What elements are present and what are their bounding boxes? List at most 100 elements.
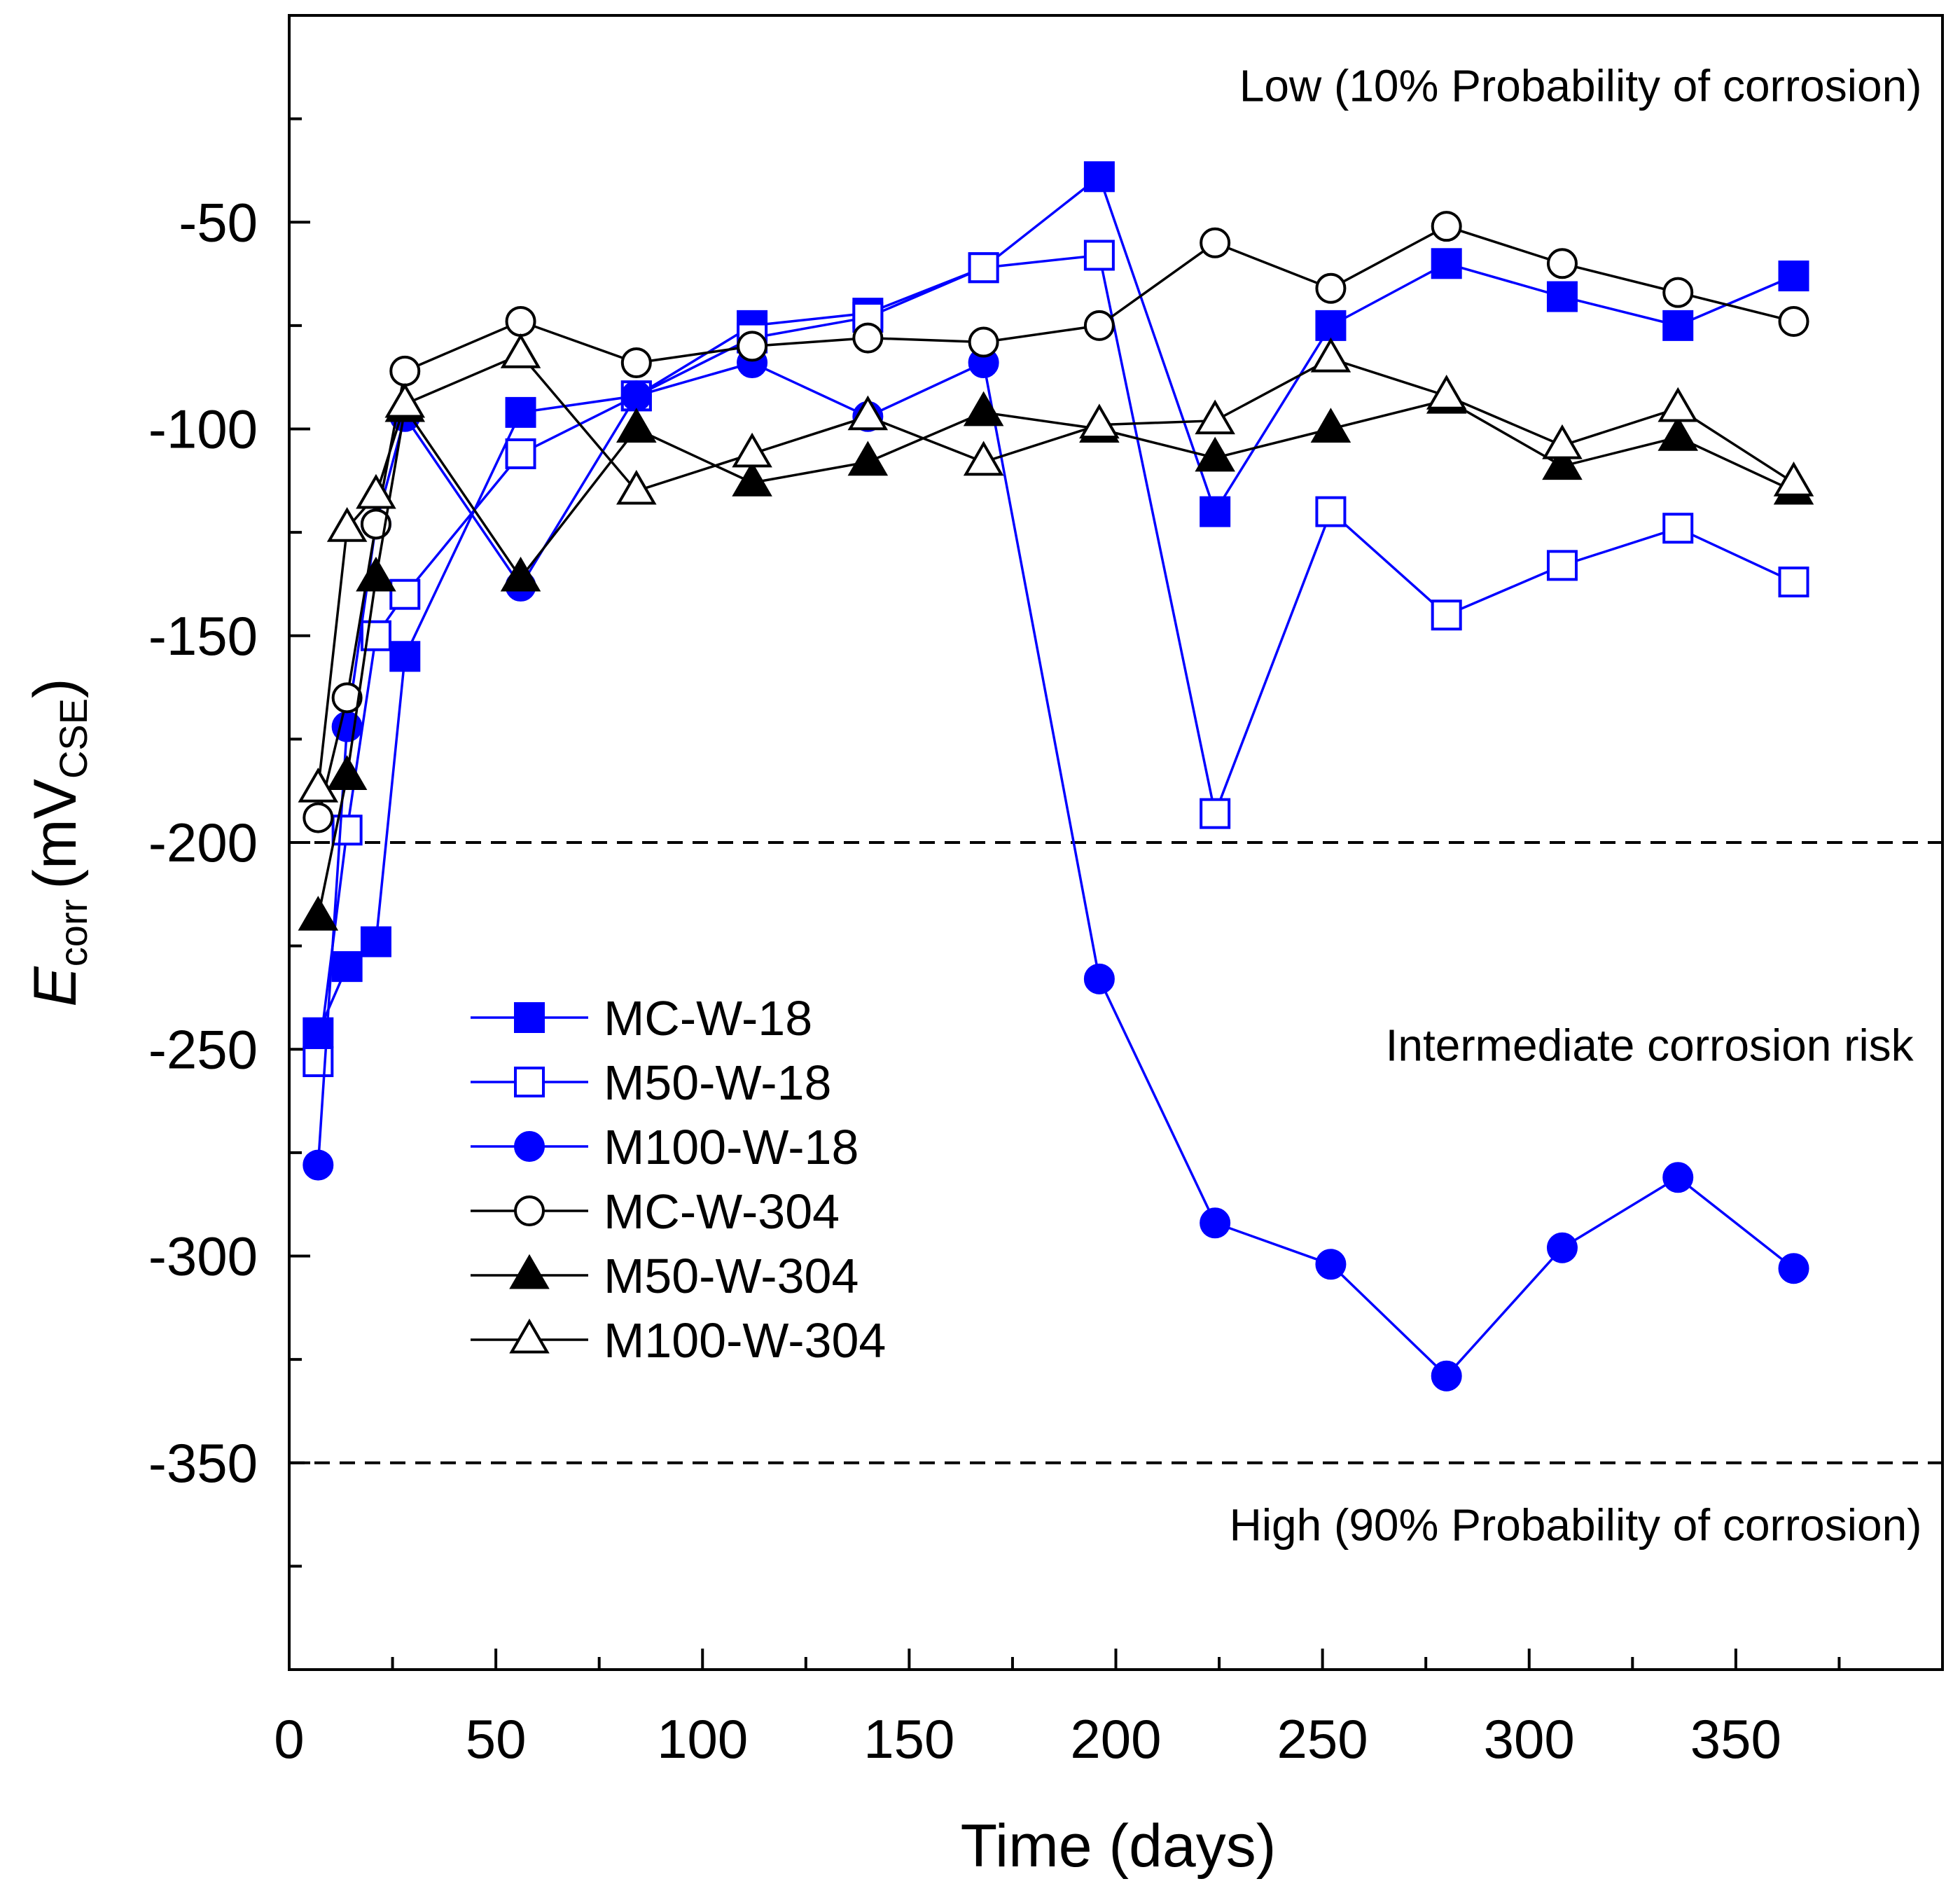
data-point bbox=[500, 333, 541, 368]
data-point bbox=[968, 326, 999, 358]
data-point bbox=[505, 305, 536, 337]
data-point bbox=[963, 441, 1004, 476]
legend-marker bbox=[509, 1318, 550, 1354]
series-line bbox=[317, 398, 1795, 917]
data-point bbox=[1083, 240, 1115, 271]
series-line bbox=[317, 361, 1795, 1378]
data-point bbox=[1200, 798, 1231, 829]
data-point bbox=[1315, 272, 1347, 304]
legend-label: M50-W-304 bbox=[604, 1249, 859, 1303]
data-point bbox=[1778, 305, 1809, 337]
series-line bbox=[317, 174, 1795, 1034]
data-point bbox=[389, 641, 421, 672]
plot-frame bbox=[288, 14, 1944, 1671]
data-point bbox=[620, 380, 652, 412]
legend-marker bbox=[514, 1002, 545, 1033]
data-point bbox=[1431, 599, 1462, 631]
data-point bbox=[1195, 436, 1235, 472]
annotations: Low (10% Probability of corrosion) Interm… bbox=[1230, 60, 1922, 1550]
legend-item: MC-W-18 bbox=[471, 991, 812, 1046]
y-axis-title: Ecorr (mVCSE) bbox=[22, 678, 95, 1006]
data-point bbox=[331, 682, 363, 714]
data-point bbox=[732, 462, 772, 497]
annotation: Low (10% Probability of corrosion) bbox=[1239, 60, 1922, 111]
data-point bbox=[1778, 566, 1809, 597]
x-tick-label: 250 bbox=[1277, 1708, 1368, 1770]
data-point bbox=[1083, 161, 1115, 193]
data-point bbox=[1315, 496, 1347, 527]
data-point bbox=[1195, 399, 1235, 435]
series-M100-W-304 bbox=[298, 333, 1814, 803]
data-point bbox=[500, 556, 541, 592]
legend-item: M100-W-18 bbox=[471, 1120, 859, 1174]
x-tick-label: 0 bbox=[274, 1708, 304, 1770]
data-point bbox=[1546, 550, 1578, 581]
data-point bbox=[1431, 248, 1462, 279]
data-point bbox=[1310, 337, 1351, 373]
data-point bbox=[1431, 1360, 1462, 1392]
data-point bbox=[1778, 261, 1809, 292]
x-tick-label: 300 bbox=[1484, 1708, 1575, 1770]
series-M50-W-18 bbox=[303, 240, 1809, 1077]
x-tick-label: 150 bbox=[863, 1708, 954, 1770]
data-point bbox=[326, 755, 368, 790]
data-point bbox=[303, 802, 334, 833]
y-axis-title-symbol: E bbox=[22, 966, 89, 1007]
data-point bbox=[1310, 408, 1351, 443]
legend-item: M100-W-304 bbox=[471, 1313, 886, 1368]
series-MC-W-304 bbox=[303, 211, 1809, 833]
data-point bbox=[1662, 310, 1694, 341]
y-tick-label: -300 bbox=[148, 1226, 258, 1287]
data-point bbox=[505, 396, 536, 428]
legend-marker bbox=[509, 1254, 550, 1289]
data-point bbox=[963, 391, 1004, 427]
legend-marker bbox=[514, 1131, 545, 1162]
data-point bbox=[1657, 387, 1699, 422]
legend-label: M50-W-18 bbox=[604, 1055, 831, 1110]
y-axis-title-unit-close: ) bbox=[22, 678, 89, 698]
legend-item: M50-W-18 bbox=[471, 1055, 831, 1110]
data-point bbox=[1083, 310, 1115, 341]
data-point bbox=[1200, 496, 1231, 527]
data-point bbox=[389, 355, 421, 387]
annotation: High (90% Probability of corrosion) bbox=[1230, 1499, 1922, 1550]
legend-label: MC-W-304 bbox=[604, 1184, 840, 1239]
y-tick-label: -150 bbox=[148, 605, 258, 667]
data-point bbox=[1662, 277, 1694, 308]
data-point bbox=[384, 382, 426, 418]
data-point bbox=[505, 438, 536, 469]
data-point bbox=[1083, 963, 1115, 994]
legend-label: M100-W-304 bbox=[604, 1313, 886, 1368]
data-point bbox=[1546, 248, 1578, 279]
series-line bbox=[317, 353, 1795, 789]
y-tick-label: -200 bbox=[148, 812, 258, 873]
x-tick-label: 100 bbox=[657, 1708, 748, 1770]
data-point bbox=[1773, 462, 1814, 497]
data-point bbox=[852, 322, 884, 354]
data-point bbox=[620, 347, 652, 379]
data-point bbox=[1662, 513, 1694, 544]
data-point bbox=[616, 408, 657, 443]
data-point bbox=[968, 252, 999, 284]
y-axis-title-unit-sub: CSE bbox=[51, 698, 95, 779]
x-tick-label: 200 bbox=[1070, 1708, 1161, 1770]
legend-label: MC-W-18 bbox=[604, 991, 812, 1046]
data-point bbox=[298, 768, 339, 803]
y-axis-title-unit-open: (mV bbox=[22, 779, 89, 889]
data-point bbox=[1315, 310, 1347, 341]
series-M100-W-18 bbox=[303, 347, 1809, 1392]
y-tick-label: -350 bbox=[148, 1432, 258, 1494]
data-point bbox=[1546, 1232, 1578, 1263]
data-point bbox=[1200, 227, 1231, 258]
data-point bbox=[737, 331, 768, 362]
y-axis-title-symbol-sub: corr bbox=[51, 899, 95, 966]
data-point bbox=[356, 473, 396, 509]
data-point bbox=[303, 1149, 334, 1181]
data-point bbox=[1542, 424, 1583, 459]
data-point bbox=[1079, 403, 1120, 439]
data-point bbox=[356, 556, 396, 592]
data-point bbox=[360, 926, 391, 957]
legend-marker bbox=[514, 1067, 545, 1097]
legend-marker bbox=[514, 1195, 545, 1226]
